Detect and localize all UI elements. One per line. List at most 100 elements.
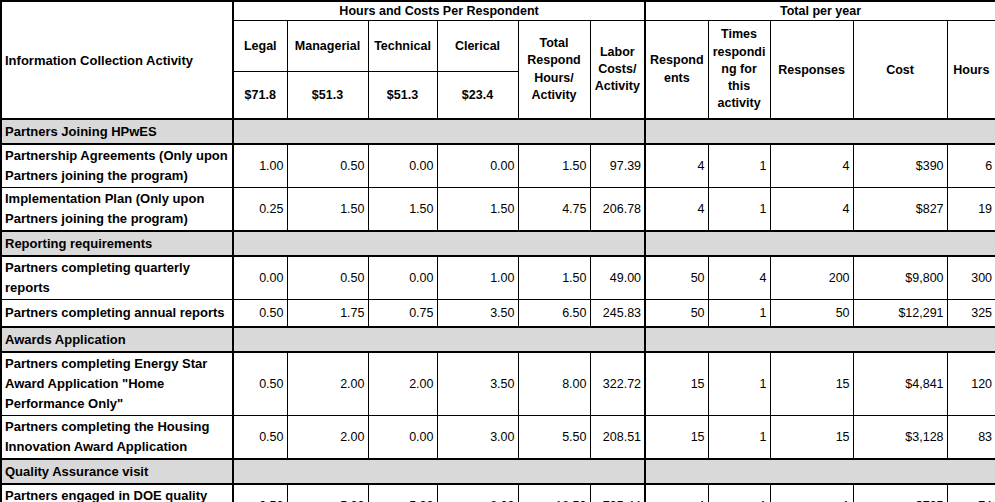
column-header-labor-costs: Labor Costs/ Activity bbox=[590, 21, 645, 120]
value-cell: 3.50 bbox=[437, 300, 518, 328]
column-header-activity: Information Collection Activity bbox=[1, 1, 233, 119]
value-cell: 1.50 bbox=[437, 188, 518, 232]
activity-label-cell: Partnership Agreements (Only upon Partne… bbox=[1, 144, 233, 188]
section-spacer bbox=[233, 459, 645, 484]
value-cell: 4 bbox=[770, 188, 853, 232]
value-cell: $4,841 bbox=[853, 352, 947, 416]
rate-legal: $71.8 bbox=[233, 72, 287, 120]
value-cell: $827 bbox=[853, 188, 947, 232]
section-spacer bbox=[645, 119, 995, 144]
section-spacer bbox=[645, 459, 995, 484]
value-cell: 208.51 bbox=[590, 416, 645, 460]
value-cell: 2.00 bbox=[287, 416, 368, 460]
value-cell: $390 bbox=[853, 144, 947, 188]
value-cell: 322.72 bbox=[590, 352, 645, 416]
value-cell: 2.00 bbox=[368, 352, 437, 416]
value-cell: 18.50 bbox=[518, 484, 590, 502]
column-header-times-responding: Times respondi ng for this activity bbox=[708, 21, 770, 120]
group-header-row: Information Collection Activity Hours an… bbox=[1, 1, 995, 21]
value-cell: 4.75 bbox=[518, 188, 590, 232]
section-label: Quality Assurance visit bbox=[1, 459, 233, 484]
section-spacer bbox=[233, 327, 645, 352]
column-header-responses: Responses bbox=[770, 21, 853, 120]
value-cell: 8.00 bbox=[518, 352, 590, 416]
value-cell: 206.78 bbox=[590, 188, 645, 232]
column-header-hours: Hours bbox=[947, 21, 995, 120]
section-spacer bbox=[233, 231, 645, 256]
value-cell: 1.50 bbox=[518, 144, 590, 188]
value-cell: 15 bbox=[645, 416, 708, 460]
value-cell: 15 bbox=[645, 352, 708, 416]
table-row: Partnership Agreements (Only upon Partne… bbox=[1, 144, 995, 188]
value-cell: 0.00 bbox=[368, 144, 437, 188]
value-cell: 245.83 bbox=[590, 300, 645, 328]
value-cell: $735 bbox=[853, 484, 947, 502]
value-cell: 0.50 bbox=[233, 416, 287, 460]
value-cell: 4 bbox=[770, 144, 853, 188]
value-cell: 120 bbox=[947, 352, 995, 416]
value-cell: 50 bbox=[770, 300, 853, 328]
burden-cost-table: Information Collection Activity Hours an… bbox=[0, 0, 995, 502]
activity-label-cell: Partners completing quarterly reports bbox=[1, 256, 233, 300]
section-row: Reporting requirements bbox=[1, 231, 995, 256]
value-cell: $3,128 bbox=[853, 416, 947, 460]
section-spacer bbox=[645, 231, 995, 256]
activity-label-cell: Implementation Plan (Only upon Partners … bbox=[1, 188, 233, 232]
table-row: Partners completing the Housing Innovati… bbox=[1, 416, 995, 460]
value-cell: 200 bbox=[770, 256, 853, 300]
rate-clerical: $23.4 bbox=[437, 72, 518, 120]
value-cell: 74 bbox=[947, 484, 995, 502]
value-cell: 1 bbox=[708, 300, 770, 328]
section-label: Reporting requirements bbox=[1, 231, 233, 256]
value-cell: 0.50 bbox=[233, 300, 287, 328]
table-body: Partners Joining HPwESPartnership Agreem… bbox=[1, 119, 995, 502]
value-cell: 6 bbox=[947, 144, 995, 188]
column-header-managerial: Managerial bbox=[287, 21, 368, 72]
value-cell: 300 bbox=[947, 256, 995, 300]
rate-managerial: $51.3 bbox=[287, 72, 368, 120]
value-cell: 0.50 bbox=[233, 352, 287, 416]
activity-label-cell: Partners completing the Housing Innovati… bbox=[1, 416, 233, 460]
column-header-total-respond-hours: Total Respond Hours/ Activity bbox=[518, 21, 590, 120]
activity-label-cell: Partners completing annual reports bbox=[1, 300, 233, 328]
value-cell: 0.00 bbox=[233, 256, 287, 300]
value-cell: 5.00 bbox=[287, 484, 368, 502]
table-row: Implementation Plan (Only upon Partners … bbox=[1, 188, 995, 232]
column-header-cost: Cost bbox=[853, 21, 947, 120]
activity-label-cell: Partners completing Energy Star Award Ap… bbox=[1, 352, 233, 416]
value-cell: 4 bbox=[708, 256, 770, 300]
value-cell: 4 bbox=[645, 188, 708, 232]
section-spacer bbox=[645, 327, 995, 352]
section-spacer bbox=[233, 119, 645, 144]
section-row: Awards Application bbox=[1, 327, 995, 352]
value-cell: 15 bbox=[770, 416, 853, 460]
column-header-legal: Legal bbox=[233, 21, 287, 72]
spreadsheet-page: Information Collection Activity Hours an… bbox=[0, 0, 995, 502]
column-header-respondents: Respond ents bbox=[645, 21, 708, 120]
section-label: Partners Joining HPwES bbox=[1, 119, 233, 144]
value-cell: 1 bbox=[708, 416, 770, 460]
table-header: Information Collection Activity Hours an… bbox=[1, 1, 995, 119]
value-cell: 4 bbox=[645, 144, 708, 188]
value-cell: 4 bbox=[645, 484, 708, 502]
value-cell: 0.00 bbox=[368, 256, 437, 300]
value-cell: 1.00 bbox=[437, 256, 518, 300]
value-cell: 1.50 bbox=[518, 256, 590, 300]
value-cell: 1 bbox=[708, 144, 770, 188]
value-cell: 83 bbox=[947, 416, 995, 460]
group-header-per-respondent: Hours and Costs Per Respondent bbox=[233, 1, 645, 21]
section-row: Partners Joining HPwES bbox=[1, 119, 995, 144]
value-cell: 1 bbox=[708, 484, 770, 502]
value-cell: 0.50 bbox=[287, 144, 368, 188]
column-header-technical: Technical bbox=[368, 21, 437, 72]
value-cell: 1 bbox=[708, 188, 770, 232]
value-cell: $12,291 bbox=[853, 300, 947, 328]
value-cell: 6.50 bbox=[518, 300, 590, 328]
value-cell: 2.00 bbox=[287, 352, 368, 416]
value-cell: 49.00 bbox=[590, 256, 645, 300]
value-cell: $9,800 bbox=[853, 256, 947, 300]
value-cell: 1 bbox=[770, 484, 853, 502]
value-cell: 19 bbox=[947, 188, 995, 232]
table-row: Partners engaged in DOE quality assuranc… bbox=[1, 484, 995, 502]
value-cell: 0.50 bbox=[233, 484, 287, 502]
